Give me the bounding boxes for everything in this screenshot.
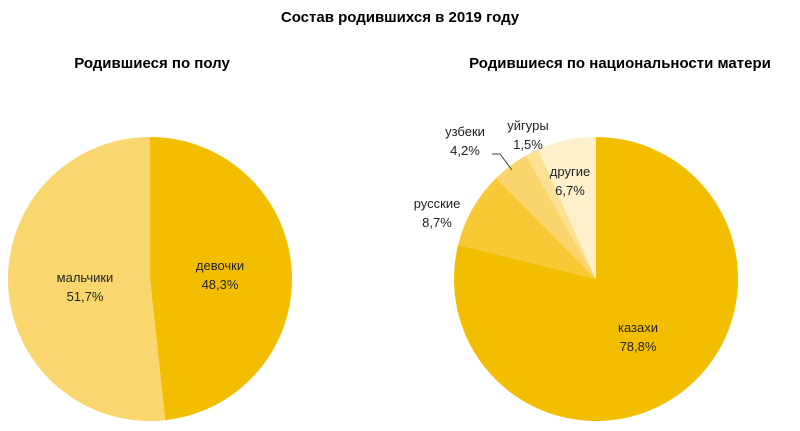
leader-line (492, 153, 513, 171)
pie-slice-русские (458, 178, 596, 279)
slice-label: узбеки (445, 124, 485, 139)
pie-slice-девочки (150, 137, 293, 421)
slice-value-label: 6,7% (555, 183, 585, 198)
slice-value-label: 48,3% (202, 277, 239, 292)
pie-slice-мальчики (8, 137, 166, 421)
slice-value-label: 8,7% (422, 215, 452, 230)
slice-value-label: 4,2% (450, 143, 480, 158)
slice-value-label: 51,7% (67, 289, 104, 304)
pie-slice-узбеки (496, 155, 596, 279)
main-title: Состав родившихся в 2019 году (281, 9, 520, 26)
pie-title-nationality: Родившиеся по национальности матери (469, 55, 771, 72)
slice-label: уйгуры (507, 118, 548, 133)
slice-value-label: 1,5% (513, 137, 543, 152)
slice-label: русские (414, 196, 461, 211)
pie-slice-другие (537, 137, 596, 279)
slice-label: казахи (618, 320, 658, 335)
pie-title-sex: Родившиеся по полу (74, 55, 230, 72)
pie-slice-уйгуры (525, 149, 596, 279)
slice-label: мальчики (57, 270, 114, 285)
slice-label: другие (550, 164, 590, 179)
slice-label: девочки (196, 258, 244, 273)
slice-value-label: 78,8% (620, 339, 657, 354)
